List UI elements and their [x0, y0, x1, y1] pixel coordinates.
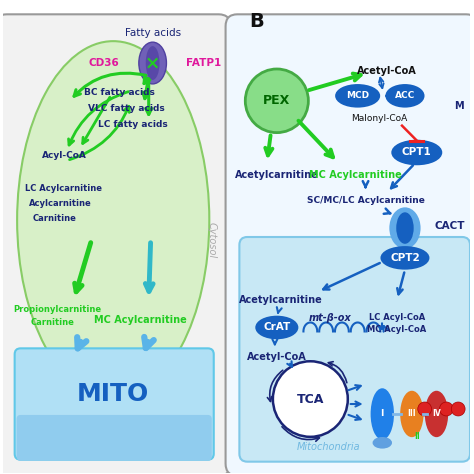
- Text: PEX: PEX: [263, 94, 291, 107]
- Ellipse shape: [401, 392, 423, 437]
- Ellipse shape: [397, 213, 413, 243]
- Text: I: I: [381, 410, 384, 419]
- Circle shape: [273, 361, 348, 437]
- Text: MCD: MCD: [346, 91, 369, 100]
- Text: Acylcarnitine: Acylcarnitine: [28, 199, 91, 208]
- Text: CACT: CACT: [435, 221, 465, 231]
- Text: mt-β-ox: mt-β-ox: [309, 312, 351, 322]
- FancyBboxPatch shape: [226, 14, 474, 474]
- FancyBboxPatch shape: [3, 1, 470, 473]
- Text: IV: IV: [432, 410, 441, 419]
- FancyBboxPatch shape: [0, 14, 230, 474]
- Ellipse shape: [381, 247, 428, 269]
- Text: Cytosol: Cytosol: [207, 222, 217, 258]
- Text: B: B: [250, 12, 264, 31]
- Text: MITO: MITO: [77, 382, 149, 406]
- Ellipse shape: [146, 46, 160, 80]
- Ellipse shape: [336, 85, 379, 107]
- Text: Acyl-CoA: Acyl-CoA: [42, 151, 86, 160]
- Circle shape: [245, 69, 309, 133]
- Ellipse shape: [17, 41, 210, 399]
- Ellipse shape: [256, 317, 298, 338]
- Text: VLC fatty acids: VLC fatty acids: [88, 104, 164, 113]
- Text: Mitochondria: Mitochondria: [296, 442, 360, 452]
- Text: Malonyl-CoA: Malonyl-CoA: [351, 114, 408, 123]
- Text: Carnitine: Carnitine: [32, 214, 76, 223]
- Text: LC fatty acids: LC fatty acids: [98, 120, 168, 129]
- Ellipse shape: [392, 141, 441, 164]
- FancyBboxPatch shape: [15, 348, 214, 460]
- Text: Propionylcarnitine: Propionylcarnitine: [13, 305, 101, 314]
- Ellipse shape: [386, 85, 424, 107]
- Ellipse shape: [374, 438, 391, 448]
- Text: TCA: TCA: [297, 392, 324, 406]
- Circle shape: [418, 402, 431, 416]
- Text: Carnitine: Carnitine: [30, 318, 74, 327]
- Text: CPT2: CPT2: [390, 253, 420, 263]
- FancyBboxPatch shape: [17, 415, 212, 461]
- Text: BC fatty acids: BC fatty acids: [84, 88, 155, 97]
- Text: LC Acyl-CoA: LC Acyl-CoA: [369, 313, 425, 322]
- Text: CD36: CD36: [88, 58, 119, 68]
- Ellipse shape: [372, 389, 393, 439]
- Text: M: M: [455, 101, 464, 111]
- Text: ACC: ACC: [395, 91, 415, 100]
- Text: MC Acylcarnitine: MC Acylcarnitine: [94, 315, 187, 325]
- Text: SC/MC/LC Acylcarnitine: SC/MC/LC Acylcarnitine: [307, 196, 425, 205]
- Text: Acetyl-CoA: Acetyl-CoA: [247, 352, 307, 362]
- Circle shape: [439, 402, 453, 416]
- Text: III: III: [408, 410, 416, 419]
- Text: Acetylcarnitine: Acetylcarnitine: [235, 170, 319, 181]
- Text: MC Acyl-CoA: MC Acyl-CoA: [367, 325, 427, 334]
- Text: CPT1: CPT1: [402, 147, 432, 157]
- Text: Acetylcarnitine: Acetylcarnitine: [239, 295, 323, 305]
- FancyBboxPatch shape: [239, 237, 470, 462]
- Text: Acetyl-CoA: Acetyl-CoA: [357, 66, 417, 76]
- Text: CrAT: CrAT: [263, 322, 291, 332]
- Ellipse shape: [139, 42, 166, 84]
- Text: LC Acylcarnitine: LC Acylcarnitine: [26, 184, 102, 193]
- Text: II: II: [414, 432, 419, 441]
- Text: FATP1: FATP1: [186, 58, 221, 68]
- Circle shape: [451, 402, 465, 416]
- Text: MC Acylcarnitine: MC Acylcarnitine: [310, 170, 402, 181]
- Ellipse shape: [426, 392, 447, 437]
- Ellipse shape: [390, 208, 420, 248]
- Text: Fatty acids: Fatty acids: [125, 28, 181, 38]
